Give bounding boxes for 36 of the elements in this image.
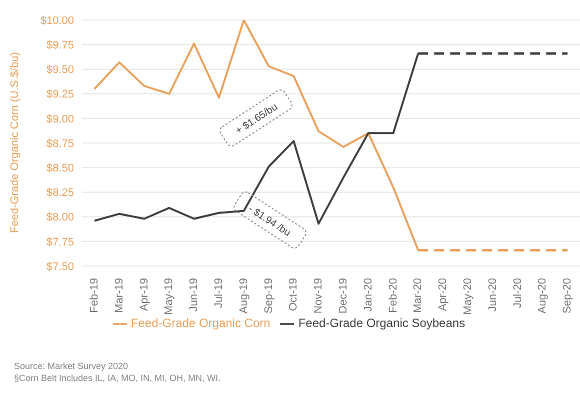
x-tick-label: Jun-19 xyxy=(188,278,200,312)
x-tick-label: Aug-20 xyxy=(536,278,549,314)
x-tick-label: Jun-20 xyxy=(486,278,499,312)
y-tick-label: $8.00 xyxy=(46,212,74,224)
x-tick-label: May-20 xyxy=(462,278,474,315)
y-tick-label: $9.50 xyxy=(46,64,74,76)
x-tick-label: Jan-20 xyxy=(362,278,374,312)
x-tick-label: Sep-20 xyxy=(562,278,574,314)
x-tick-label: May-19 xyxy=(163,278,176,315)
y-tick-label: $8.25 xyxy=(46,187,74,200)
text: §Corn Belt Includes IL, IA, MO, IN, MI, OH, MN, WI. xyxy=(14,372,222,384)
x-tick-label: Mar-20 xyxy=(412,278,424,313)
x-tick-label: Feb-19 xyxy=(88,278,100,313)
x-tick-label: Aug-19 xyxy=(238,278,250,314)
legend-label: Feed-Grade Organic Soybeans xyxy=(298,316,466,330)
y-tick-label: $9.25 xyxy=(46,88,74,101)
x-tick-label: Apr-19 xyxy=(138,278,150,312)
x-tick-label: Dec-19 xyxy=(337,278,350,314)
y-tick-label: $8.75 xyxy=(46,138,74,150)
x-tick-label: Oct-19 xyxy=(288,278,300,312)
x-tick-label: Mar-19 xyxy=(113,278,126,313)
x-tick-label: Jul-19 xyxy=(212,278,225,308)
y-axis-title: Feed-Grade Organic Corn (U.S.$/bu) xyxy=(8,52,21,233)
x-tick-label: Feb-20 xyxy=(387,278,400,313)
x-tick-label: Nov-19 xyxy=(312,278,325,314)
y-tick-label: $7.75 xyxy=(46,236,74,248)
legend-label: Feed-Grade Organic Corn xyxy=(130,316,270,330)
source-note: Source: Market Survey 2020 xyxy=(14,360,130,372)
x-tick-label: Jul-20 xyxy=(512,278,524,308)
y-tick-label: $10.00 xyxy=(40,14,74,27)
y-tick-label: $9.75 xyxy=(46,40,74,52)
x-tick-label: Sep-19 xyxy=(262,278,275,314)
y-tick-label: $8.50 xyxy=(46,162,74,175)
x-tick-label: Apr-20 xyxy=(437,278,450,312)
y-tick-label: $7.50 xyxy=(46,260,74,273)
y-tick-label: $9.00 xyxy=(46,113,74,126)
